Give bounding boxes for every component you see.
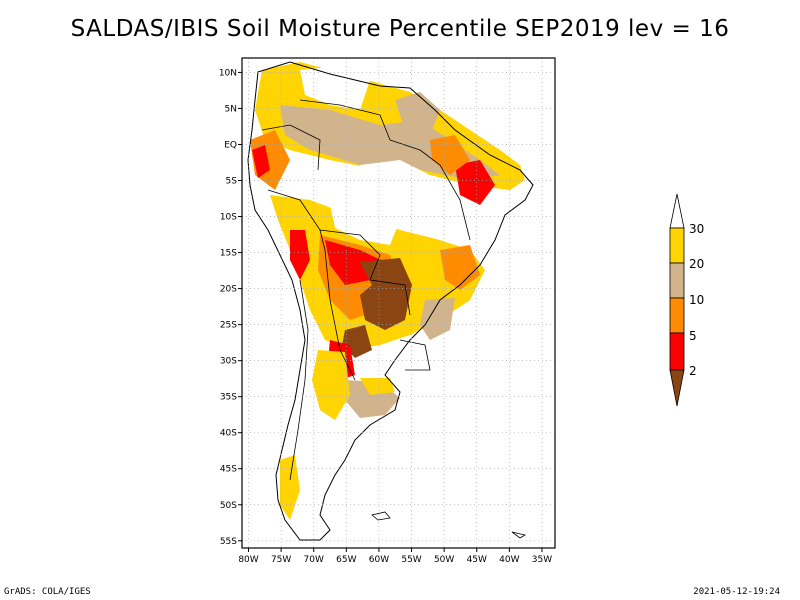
lon-tick-label: 40W [499, 555, 519, 565]
longitude-labels: 80W 75W 70W 65W 60W 55W 50W 45W 40W 35W [238, 548, 552, 565]
colorbar-label-10: 10 [689, 293, 704, 307]
lat-tick-label: 30S [220, 357, 237, 367]
lon-tick-label: 45W [467, 555, 487, 565]
map-frame [241, 57, 556, 549]
colorbar-orange [669, 297, 685, 334]
colorbar-label-30: 30 [689, 222, 704, 236]
lon-tick-label: 55W [401, 555, 421, 565]
lat-tick-label: 15S [220, 249, 237, 259]
shade-southern-yellow [312, 350, 350, 420]
border-peru [267, 189, 326, 251]
lat-tick-label: 10S [220, 213, 237, 223]
lon-tick-label: 80W [238, 555, 258, 565]
colorbar-label-5: 5 [689, 329, 697, 343]
border-argentina [324, 249, 356, 381]
lon-tick-label: 65W [336, 555, 356, 565]
colorbar-label-20: 20 [689, 257, 704, 271]
shade-chaco-brown [360, 258, 412, 330]
colorbar-red [669, 332, 685, 371]
country-borders [261, 99, 471, 481]
lat-tick-label: 5S [226, 177, 238, 187]
lat-tick-label: 40S [220, 429, 237, 439]
lat-tick-label: 45S [220, 465, 237, 475]
border-colombia [261, 124, 321, 171]
falkland-islands [371, 511, 391, 521]
lat-tick-label: 25S [220, 321, 237, 331]
shade-patagonia-yellow [280, 455, 300, 520]
south-georgia [511, 531, 527, 539]
colorbar-tan [669, 262, 685, 299]
colorbar-white-arrow [669, 193, 685, 229]
lon-tick-label: 70W [304, 555, 324, 565]
percentile-shading [250, 62, 525, 520]
shade-ne-red [455, 160, 495, 205]
colorbar-yellow [669, 227, 685, 264]
border-bolivia [319, 229, 381, 281]
shade-north-white [300, 66, 370, 110]
footer-timestamp: 2021-05-12-19:24 [693, 587, 780, 597]
shade-west-red [252, 145, 270, 178]
lon-tick-label: 35W [532, 555, 552, 565]
lat-tick-label: 10N [219, 68, 237, 78]
colorbar-label-2: 2 [689, 364, 697, 378]
lon-tick-label: 50W [434, 555, 454, 565]
lat-tick-label: 35S [220, 393, 237, 403]
lon-tick-label: 75W [271, 555, 291, 565]
lat-tick-label: EQ [224, 140, 237, 150]
shade-central-white [330, 205, 400, 245]
border-uruguay [399, 339, 431, 371]
shade-se-orange [440, 245, 480, 290]
colorbar-brown-arrow [669, 369, 685, 407]
shade-guiana-tan [395, 92, 440, 135]
map-title: SALDAS/IBIS Soil Moisture Percentile SEP… [70, 16, 730, 42]
shade-andes-red [290, 230, 310, 280]
colorbar: 30 20 10 5 2 [669, 193, 704, 407]
lat-tick-label: 50S [220, 501, 237, 511]
lat-tick-label: 5N [225, 104, 237, 114]
continent-coastline [247, 61, 534, 541]
shade-pampa-yellow [360, 378, 395, 395]
border-chile [289, 279, 309, 481]
border-brazil [389, 139, 471, 241]
lon-tick-label: 60W [369, 555, 389, 565]
border-venezuela [299, 99, 391, 141]
latitude-labels: 10N 5N EQ 5S 10S 15S 20S 25S 30S 35S 40S 45S 50S 55S [219, 68, 242, 547]
border-paraguay [369, 279, 411, 316]
shade-amazon-white [360, 160, 430, 210]
lat-tick-label: 55S [220, 537, 237, 547]
map-grid [242, 58, 555, 548]
shade-se-tan [420, 298, 455, 340]
lat-tick-label: 20S [220, 285, 237, 295]
footer-credit: GrADS: COLA/IGES [4, 587, 91, 597]
